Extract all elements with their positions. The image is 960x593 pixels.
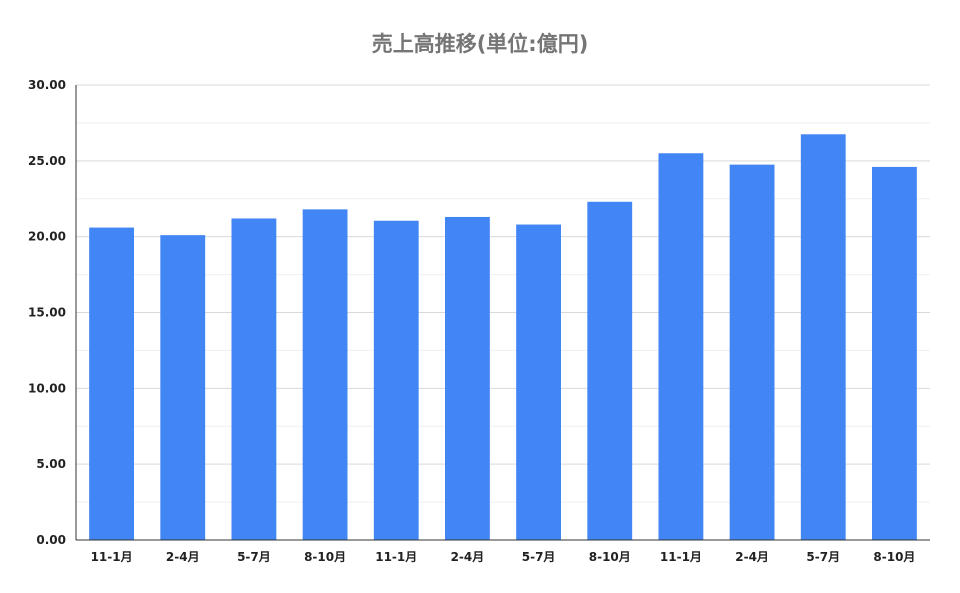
gridlines: [76, 84, 930, 503]
y-tick-label: 25.00: [28, 154, 66, 168]
y-tick-label: 30.00: [28, 78, 66, 92]
bar: [658, 153, 704, 540]
y-tick-label: 20.00: [28, 230, 66, 244]
chart-title: 売上高推移(単位:億円): [371, 32, 589, 56]
x-tick-label: 8-10月: [873, 550, 915, 564]
bar: [871, 166, 917, 540]
bar: [729, 164, 775, 540]
bar: [587, 201, 633, 541]
y-tick-label: 15.00: [28, 306, 66, 320]
bar: [89, 227, 135, 541]
tick-labels: 0.00 5.00 10.00 15.00 20.00 25.00 30.00 11-1月 2-…: [28, 78, 915, 564]
x-tick-label: 8-10月: [589, 550, 631, 564]
y-tick-label: 10.00: [28, 381, 66, 395]
x-tick-label: 11-1月: [660, 550, 702, 564]
x-tick-label: 5-7月: [522, 550, 556, 564]
bar: [373, 220, 419, 540]
bar: [516, 224, 562, 541]
bars: [89, 134, 917, 541]
bar: [231, 218, 277, 540]
bar: [302, 209, 348, 540]
x-tick-label: 2-4月: [451, 550, 485, 564]
bar: [160, 235, 206, 540]
x-tick-label: 8-10月: [304, 550, 346, 564]
x-tick-label: 11-1月: [91, 550, 133, 564]
y-tick-label: 0.00: [36, 533, 66, 547]
x-tick-label: 5-7月: [806, 550, 840, 564]
axes: [75, 85, 930, 541]
x-tick-label: 11-1月: [375, 550, 417, 564]
x-tick-label: 2-4月: [166, 550, 200, 564]
bar: [800, 134, 846, 540]
bar: [444, 216, 490, 540]
y-tick-label: 5.00: [36, 457, 66, 471]
x-tick-label: 2-4月: [735, 550, 769, 564]
x-tick-label: 5-7月: [237, 550, 271, 564]
